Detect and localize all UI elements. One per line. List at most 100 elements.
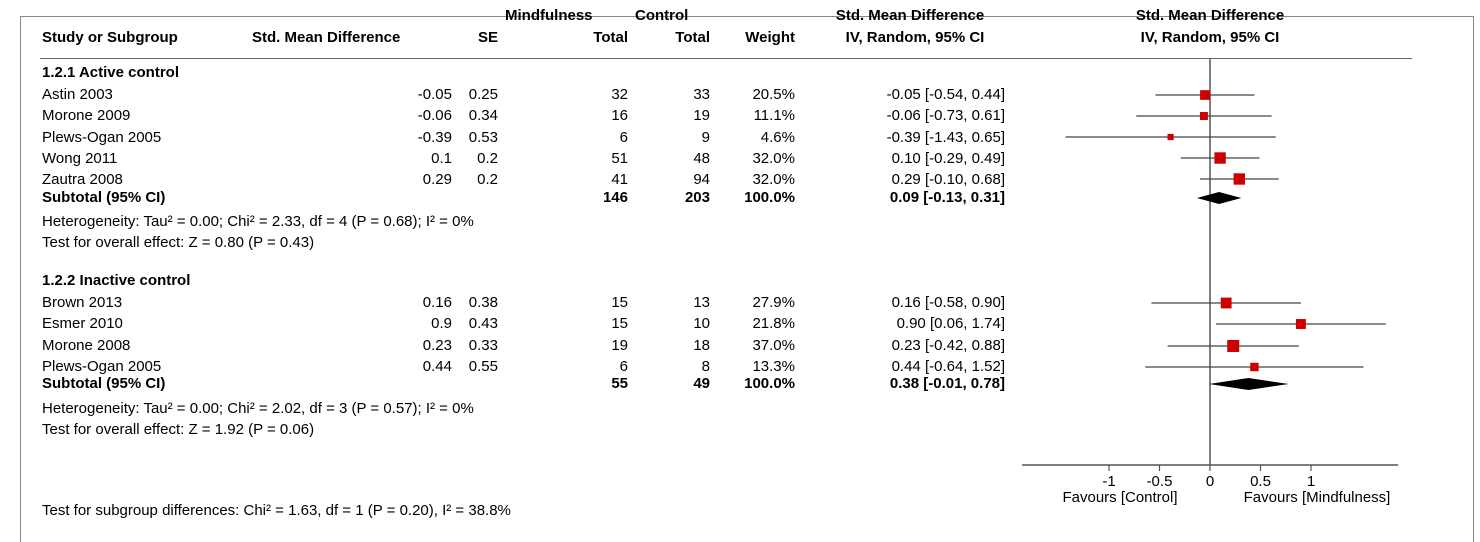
x-tick-label: -1 [1102, 473, 1115, 490]
subtotal-diamond [1196, 192, 1242, 204]
ci-value: 0.10 [-0.29, 0.49] [891, 150, 1005, 167]
point-estimate-marker [1227, 340, 1240, 352]
smd-value: 0.23 [422, 337, 452, 354]
header-weight: Weight [745, 29, 795, 46]
se-value: 0.55 [468, 358, 498, 375]
overall-effect-text: Test for overall effect: Z = 0.80 (P = 0… [42, 234, 315, 251]
header-study: Study or Subgroup [42, 29, 178, 46]
ctrl-total: 8 [701, 358, 710, 375]
point-estimate-marker [1199, 112, 1208, 120]
point-estimate-marker [1250, 362, 1259, 372]
subtotal-ctrl: 49 [693, 375, 710, 392]
study-name: Morone 2008 [42, 337, 131, 354]
point-estimate-marker [1233, 173, 1245, 185]
ctrl-total: 94 [693, 171, 710, 188]
favours-right-label: Favours [Mindfulness] [1243, 489, 1391, 506]
subtotal-ctrl: 203 [684, 189, 710, 206]
study-name: Wong 2011 [42, 150, 118, 167]
weight-value: 4.6% [760, 129, 795, 146]
se-value: 0.53 [468, 129, 498, 146]
header-se: SE [477, 29, 498, 46]
x-tick-label: 1 [1307, 473, 1315, 490]
point-estimate-marker [1214, 152, 1226, 164]
subtotal-label: Subtotal (95% CI) [42, 375, 166, 392]
se-value: 0.34 [468, 107, 498, 124]
ci-value: 0.44 [-0.64, 1.52] [891, 358, 1005, 375]
weight-value: 32.0% [752, 150, 795, 167]
subtotal-ci: 0.09 [-0.13, 0.31] [889, 189, 1005, 206]
se-value: 0.38 [468, 294, 498, 311]
smd-value: 0.44 [422, 358, 452, 375]
smd-value: -0.05 [417, 86, 452, 103]
mind-total: 15 [611, 315, 628, 332]
point-estimate-marker [1200, 90, 1210, 100]
ctrl-total: 19 [693, 107, 710, 124]
weight-value: 13.3% [752, 358, 795, 375]
header-ctrl-total: Total [675, 29, 710, 46]
header-ci-bottom: IV, Random, 95% CI [845, 29, 985, 46]
header-ctrl-top: Control [635, 7, 689, 24]
subtotal-weight: 100.0% [744, 189, 795, 206]
favours-left-label: Favours [Control] [1062, 489, 1178, 506]
ci-value: 0.16 [-0.58, 0.90] [891, 294, 1005, 311]
mind-total: 51 [611, 150, 628, 167]
se-value: 0.2 [477, 150, 498, 167]
mind-total: 15 [611, 294, 628, 311]
ci-value: -0.05 [-0.54, 0.44] [886, 86, 1005, 103]
mind-total: 6 [619, 358, 628, 375]
smd-value: 0.9 [431, 315, 452, 332]
ci-value: -0.39 [-1.43, 0.65] [886, 129, 1005, 146]
mind-total: 19 [611, 337, 628, 354]
study-name: Zautra 2008 [42, 171, 123, 188]
ci-value: 0.90 [0.06, 1.74] [896, 315, 1005, 332]
header-mind-top: Mindfulness [505, 7, 593, 24]
header-smd: Std. Mean Difference [252, 29, 401, 46]
header-rule [40, 58, 1412, 59]
ctrl-total: 13 [693, 294, 710, 311]
ctrl-total: 10 [693, 315, 710, 332]
se-value: 0.2 [477, 171, 498, 188]
se-value: 0.43 [468, 315, 498, 332]
group-title: 1.2.1 Active control [42, 64, 179, 81]
ctrl-total: 48 [693, 150, 710, 167]
smd-value: 0.16 [422, 294, 452, 311]
subtotal-mind: 55 [611, 375, 628, 392]
point-estimate-marker [1167, 133, 1174, 141]
smd-value: -0.39 [417, 129, 452, 146]
mind-total: 6 [619, 129, 628, 146]
se-value: 0.33 [468, 337, 498, 354]
header-ci-top: Std. Mean Difference [835, 7, 985, 24]
study-name: Astin 2003 [42, 86, 113, 103]
smd-value: 0.1 [431, 150, 452, 167]
weight-value: 21.8% [752, 315, 795, 332]
ci-value: 0.29 [-0.10, 0.68] [891, 171, 1005, 188]
se-value: 0.25 [468, 86, 498, 103]
point-estimate-marker [1295, 319, 1306, 329]
subtotal-diamond [1208, 378, 1289, 390]
point-estimate-marker [1220, 297, 1232, 309]
ctrl-total: 9 [701, 129, 710, 146]
subtotal-label: Subtotal (95% CI) [42, 189, 166, 206]
smd-value: -0.06 [417, 107, 452, 124]
overall-effect-text: Test for overall effect: Z = 1.92 (P = 0… [42, 421, 315, 438]
weight-value: 32.0% [752, 171, 795, 188]
weight-value: 20.5% [752, 86, 795, 103]
ctrl-total: 18 [693, 337, 710, 354]
subgroup-test-text: Test for subgroup differences: Chi² = 1.… [42, 502, 511, 519]
header-plot-top: Std. Mean Difference [1135, 7, 1285, 24]
ctrl-total: 33 [693, 86, 710, 103]
weight-value: 37.0% [752, 337, 795, 354]
study-name: Plews-Ogan 2005 [42, 129, 162, 146]
figure-frame [20, 16, 1474, 542]
heterogeneity-text: Heterogeneity: Tau² = 0.00; Chi² = 2.33,… [42, 213, 474, 230]
group-title: 1.2.2 Inactive control [42, 272, 191, 289]
x-tick-label: -0.5 [1147, 473, 1173, 490]
smd-value: 0.29 [422, 171, 452, 188]
mind-total: 32 [611, 86, 628, 103]
header-plot-bottom: IV, Random, 95% CI [1140, 29, 1280, 46]
study-name: Brown 2013 [42, 294, 123, 311]
ci-value: 0.23 [-0.42, 0.88] [891, 337, 1005, 354]
mind-total: 16 [611, 107, 628, 124]
weight-value: 11.1% [753, 107, 795, 124]
study-name: Plews-Ogan 2005 [42, 358, 162, 375]
